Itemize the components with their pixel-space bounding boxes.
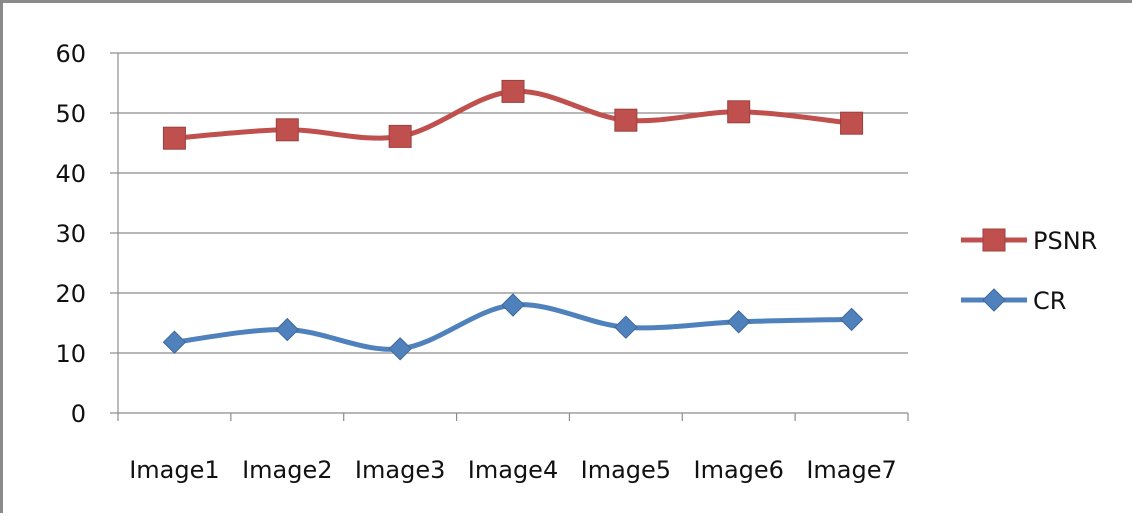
gridlines [110,52,908,414]
series-cr [162,293,864,361]
y-tick-label: 60 [55,40,86,68]
x-axis-tick-labels: Image1 Image2 Image3 Image4 Image5 Image6 Imag… [129,456,897,484]
cr-point-2 [275,317,299,342]
x-tick-label: Image3 [355,456,445,484]
x-tick-label: Image6 [693,456,783,484]
x-tick-label: Image7 [806,456,896,484]
cr-point-1 [162,330,187,354]
legend-item-psnr: PSNR [961,227,1097,255]
legend-label: PSNR [1033,227,1097,255]
y-axis-tick-labels: 0 10 20 30 40 50 60 [55,40,86,428]
psnr-point-6 [727,100,751,124]
cr-point-4 [501,293,525,317]
x-tick-label: Image4 [468,456,558,484]
x-tick-label: Image2 [242,456,332,484]
cr-point-3 [388,337,412,361]
y-tick-label: 40 [55,160,86,188]
psnr-point-3 [388,124,412,148]
cr-point-5 [614,315,638,339]
psnr-point-7 [840,111,864,135]
cr-point-7 [839,307,864,332]
y-tick-label: 0 [71,400,86,428]
y-tick-label: 30 [55,220,86,248]
legend-marker-psnr [982,228,1006,252]
psnr-point-1 [162,126,186,150]
series-lines [162,79,864,361]
psnr-point-5 [614,108,638,132]
legend-label: CR [1033,287,1066,315]
y-tick-label: 10 [55,340,86,368]
legend: PSNR CR [961,227,1097,315]
psnr-point-4 [501,79,525,103]
axes [117,53,909,421]
y-tick-label: 20 [55,280,86,308]
cr-point-6 [727,310,751,334]
psnr-point-2 [275,118,299,142]
legend-item-cr: CR [961,287,1066,315]
y-tick-label: 50 [55,100,86,128]
legend-marker-cr [982,288,1006,312]
series-psnr [162,79,864,150]
x-tick-label: Image5 [581,456,671,484]
x-tick-label: Image1 [129,456,219,484]
